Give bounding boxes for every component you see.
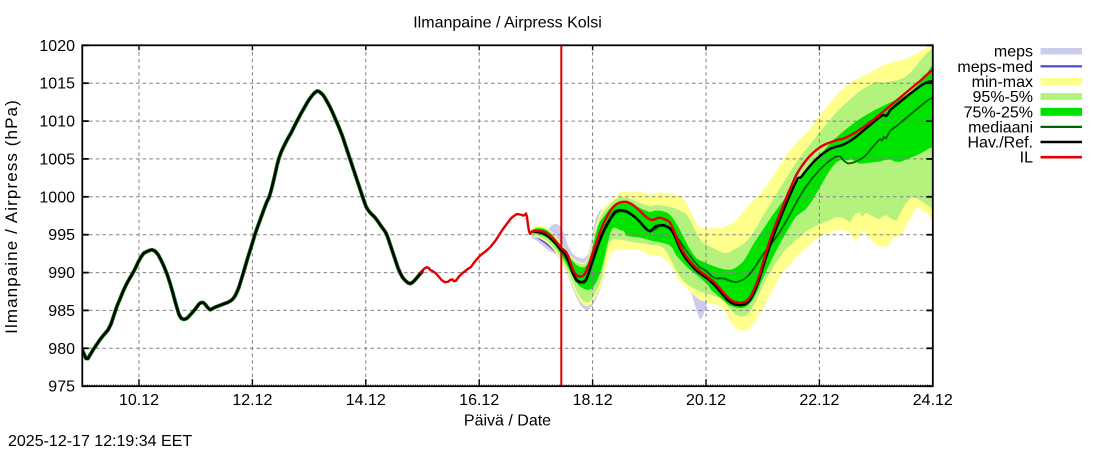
svg-text:Ilmanpaine / Airpress (hPa): Ilmanpaine / Airpress (hPa) xyxy=(2,99,21,334)
svg-text:75%-25%: 75%-25% xyxy=(964,104,1033,121)
svg-text:min-max: min-max xyxy=(972,74,1033,91)
svg-text:14.12: 14.12 xyxy=(346,392,386,409)
svg-text:IL: IL xyxy=(1020,150,1033,167)
svg-text:995: 995 xyxy=(48,227,75,244)
svg-text:980: 980 xyxy=(48,341,75,358)
svg-text:meps-med: meps-med xyxy=(957,59,1033,76)
svg-text:1010: 1010 xyxy=(39,114,75,131)
svg-text:12.12: 12.12 xyxy=(232,392,272,409)
svg-text:2025-12-17 12:19:34 EET: 2025-12-17 12:19:34 EET xyxy=(8,433,192,450)
svg-text:95%-5%: 95%-5% xyxy=(973,89,1033,106)
svg-text:16.12: 16.12 xyxy=(459,392,499,409)
svg-text:1005: 1005 xyxy=(39,151,75,168)
svg-text:24.12: 24.12 xyxy=(913,392,953,409)
svg-text:Hav./Ref.: Hav./Ref. xyxy=(968,135,1034,152)
svg-text:20.12: 20.12 xyxy=(686,392,726,409)
svg-text:1020: 1020 xyxy=(39,38,75,55)
svg-text:1015: 1015 xyxy=(39,76,75,93)
svg-text:22.12: 22.12 xyxy=(799,392,839,409)
svg-text:Päivä / Date: Päivä / Date xyxy=(464,413,551,430)
svg-text:1000: 1000 xyxy=(39,189,75,206)
svg-text:mediaani: mediaani xyxy=(968,119,1033,136)
svg-text:985: 985 xyxy=(48,303,75,320)
svg-text:975: 975 xyxy=(48,379,75,396)
svg-text:10.12: 10.12 xyxy=(119,392,159,409)
svg-text:meps: meps xyxy=(994,44,1033,61)
svg-text:18.12: 18.12 xyxy=(573,392,613,409)
svg-text:Ilmanpaine / Airpress Kolsi: Ilmanpaine / Airpress Kolsi xyxy=(413,15,602,32)
svg-text:990: 990 xyxy=(48,265,75,282)
